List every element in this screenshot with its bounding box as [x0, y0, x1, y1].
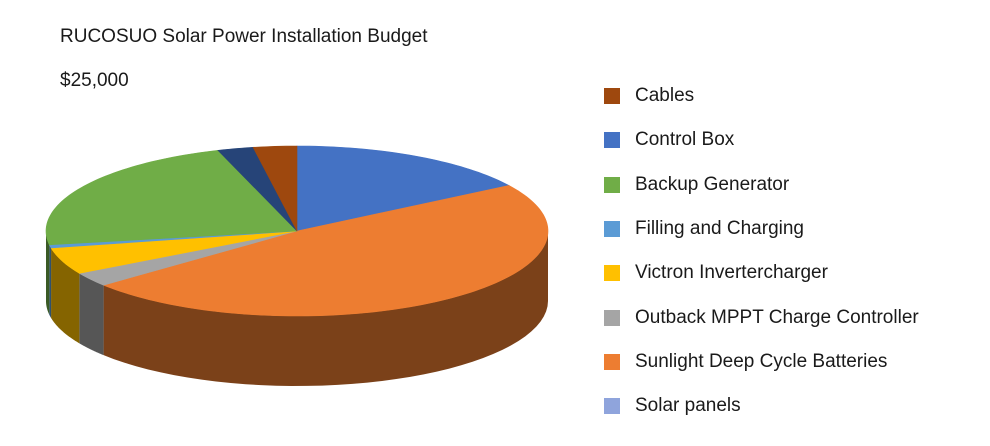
pie-slice-control-box	[296, 145, 510, 232]
pie-slice-sunlight-deep-cycle-batteries	[102, 185, 549, 317]
pie-slice-victron-invertercharger	[50, 230, 298, 274]
chart-title: RUCOSUO Solar Power Installation Budget	[60, 26, 428, 47]
legend-label: Sunlight Deep Cycle Batteries	[635, 350, 888, 372]
legend-item-filling-and-charging: Filling and Charging	[604, 207, 984, 251]
legend-label: Backup Generator	[635, 173, 790, 195]
pie-side-victron-invertercharger	[51, 247, 80, 344]
pie-side-filling-and-charging	[49, 244, 52, 318]
pie-side-sunlight-deep-cycle-batteries	[103, 231, 548, 386]
legend-swatch	[604, 353, 620, 370]
chart-legend: Cables Control Box Backup Generator Filling…	[604, 74, 984, 428]
legend-swatch	[604, 309, 620, 326]
pie-chart	[45, 145, 549, 386]
legend-item-cables: Cables	[604, 74, 984, 118]
pie-side-backup-generator	[46, 231, 50, 315]
pie-slice-backup-generator	[45, 150, 298, 246]
pie-slice-solar-panels	[217, 146, 298, 232]
legend-swatch	[604, 132, 620, 149]
legend-label: Outback MPPT Charge Controller	[635, 306, 919, 328]
chart-subtitle: $25,000	[60, 70, 129, 91]
legend-item-outback-mppt-charge-controller: Outback MPPT Charge Controller	[604, 295, 984, 339]
legend-item-victron-invertercharger: Victron Invertercharger	[604, 251, 984, 295]
legend-label: Victron Invertercharger	[635, 262, 828, 284]
legend-item-solar-panels: Solar panels	[604, 384, 984, 428]
pie-slice-cables	[252, 145, 298, 232]
legend-item-backup-generator: Backup Generator	[604, 163, 984, 207]
legend-swatch	[604, 398, 620, 415]
legend-label: Cables	[635, 85, 695, 107]
legend-item-control-box: Control Box	[604, 118, 984, 162]
legend-label: Control Box	[635, 129, 735, 151]
legend-item-sunlight-deep-cycle-batteries: Sunlight Deep Cycle Batteries	[604, 340, 984, 384]
legend-swatch	[604, 265, 620, 282]
legend-label: Solar panels	[635, 395, 741, 417]
legend-label: Filling and Charging	[635, 218, 804, 240]
pie-slice-outback-mppt-charge-controller	[78, 230, 298, 286]
legend-swatch	[604, 221, 620, 238]
legend-swatch	[604, 176, 620, 193]
pie-side-outback-mppt-charge-controller	[79, 273, 104, 356]
legend-swatch	[604, 88, 620, 105]
